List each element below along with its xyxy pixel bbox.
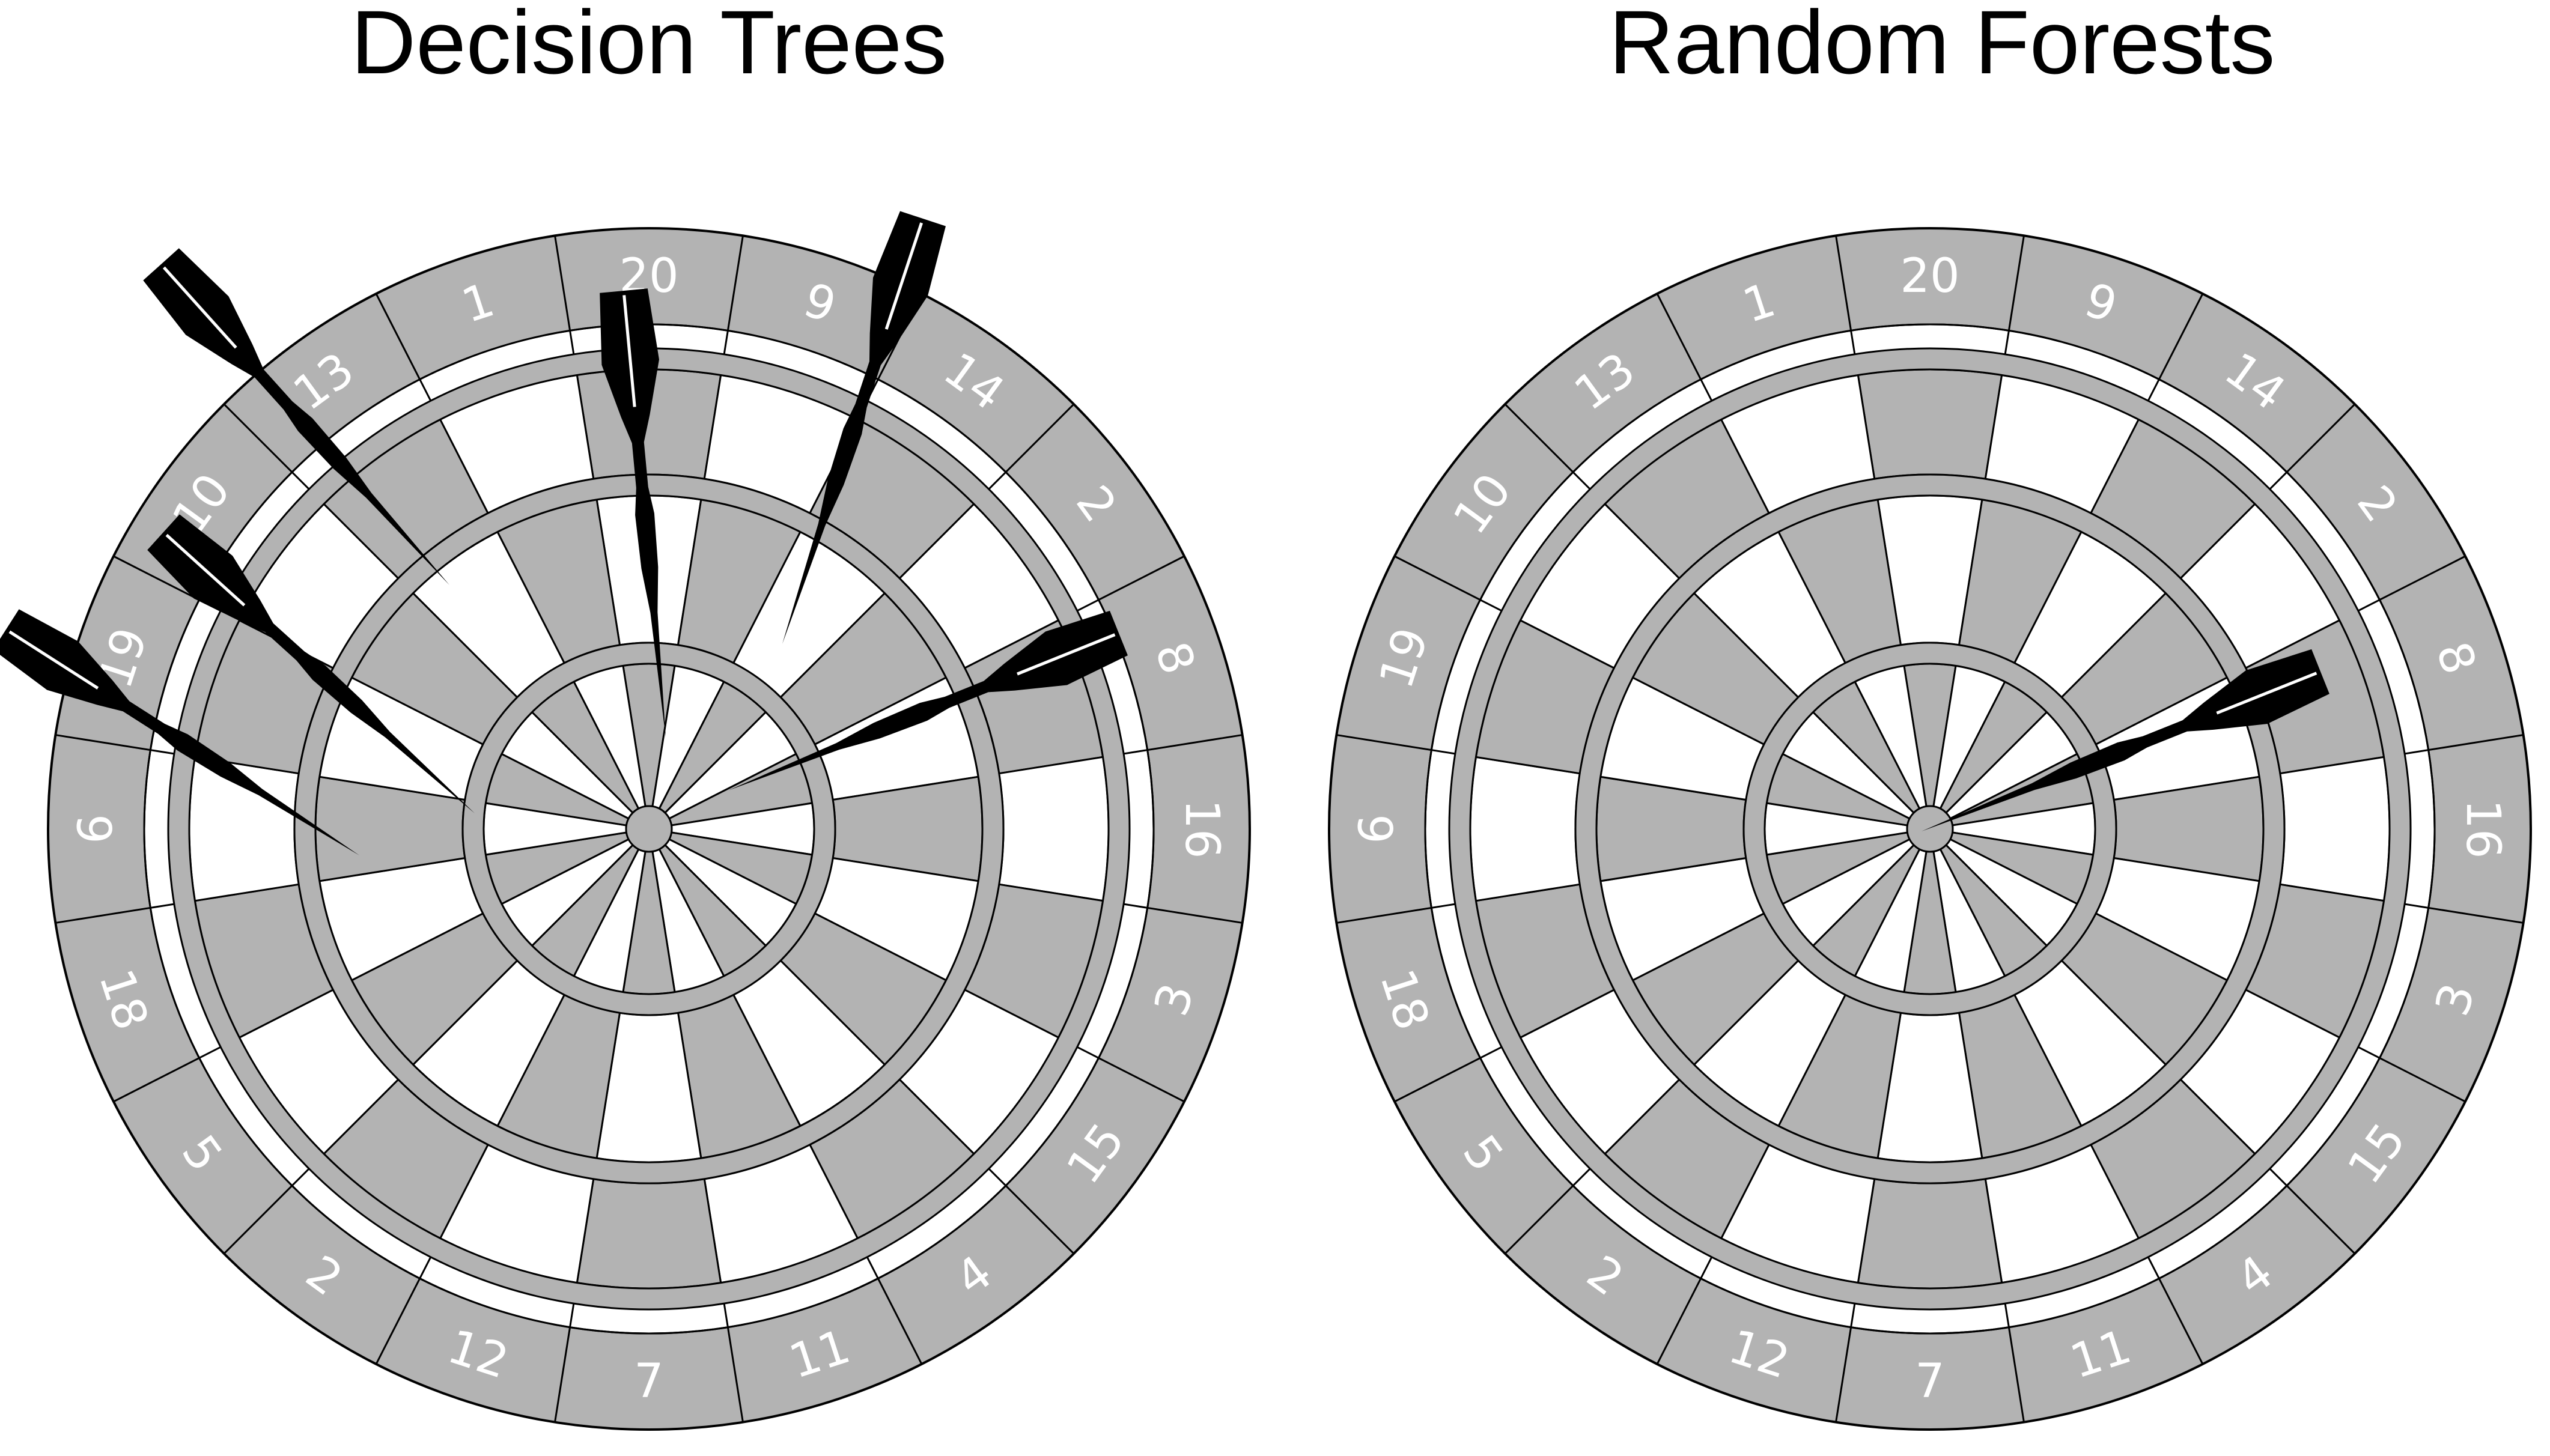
number-divider xyxy=(2147,293,2204,401)
number-divider xyxy=(1077,1046,1185,1103)
number-divider xyxy=(988,1168,1075,1255)
number-divider xyxy=(1656,1257,1713,1365)
dart-body xyxy=(1922,649,2329,831)
dart-body xyxy=(728,610,1128,790)
number-divider xyxy=(2358,555,2466,612)
dart-flight-line xyxy=(2216,672,2317,715)
number-divider xyxy=(1336,903,1456,924)
number-divider xyxy=(1123,734,1243,755)
dart-flight-line xyxy=(8,630,99,690)
number-divider xyxy=(2404,903,2524,924)
number-divider xyxy=(2004,1303,2025,1422)
dart-flight-line xyxy=(165,533,246,607)
number-divider xyxy=(1394,1046,1502,1103)
dart xyxy=(147,514,475,813)
outer-single-segment xyxy=(1857,368,2003,480)
ring-edge xyxy=(293,473,1005,1185)
dart xyxy=(600,288,666,738)
number-divider xyxy=(988,403,1075,490)
darts-random-forests xyxy=(1922,649,2329,831)
number-divider xyxy=(2269,403,2356,490)
ring-edge xyxy=(1763,663,2096,995)
ring-edge xyxy=(482,663,815,995)
outer-single-segment xyxy=(998,756,1110,902)
number-divider xyxy=(554,1303,575,1422)
outer-single-segment xyxy=(576,1178,722,1290)
dart-flight-line xyxy=(1017,633,1116,676)
number-divider xyxy=(2004,235,2025,355)
dart-body xyxy=(782,211,946,644)
outer-single-segment xyxy=(1857,1178,2003,1290)
dart-flight-line xyxy=(884,222,924,330)
number-divider xyxy=(1336,734,1456,755)
number-divider xyxy=(2404,734,2524,755)
bullseye xyxy=(1906,805,1954,853)
number-divider xyxy=(2269,1168,2356,1255)
outer-bull-ring xyxy=(463,643,835,1015)
dart xyxy=(728,610,1128,790)
number-divider xyxy=(554,235,575,355)
number-divider xyxy=(723,1303,744,1422)
dart xyxy=(0,609,359,855)
bullseye xyxy=(625,805,673,853)
number-divider xyxy=(1077,555,1185,612)
number-divider xyxy=(1656,293,1713,401)
outer-bull-ring xyxy=(1744,643,2116,1015)
number-divider xyxy=(1504,1168,1591,1255)
double-ring xyxy=(1449,348,2411,1309)
number-divider xyxy=(1835,235,1856,355)
number-divider xyxy=(375,293,432,401)
number-divider xyxy=(223,403,310,490)
number-divider xyxy=(723,235,744,355)
number-divider xyxy=(223,1168,310,1255)
dart-flight-line xyxy=(162,266,237,349)
outer-single-segment xyxy=(2279,756,2391,902)
ring-edge xyxy=(1574,473,2286,1185)
triple-ring xyxy=(1575,475,2284,1183)
dart-flight-line xyxy=(622,295,636,407)
number-divider xyxy=(1835,1303,1856,1422)
number-divider xyxy=(113,1046,221,1103)
dart xyxy=(143,248,449,585)
board-title-decision-trees: Decision Trees xyxy=(351,0,947,93)
number-divider xyxy=(1123,903,1243,924)
segment-number: 20 xyxy=(1900,249,1959,303)
ring-edge xyxy=(1424,323,2436,1335)
ring-edge xyxy=(461,642,836,1016)
ring-edge xyxy=(1595,494,2265,1163)
dart-body xyxy=(600,288,666,738)
ring-edge xyxy=(1742,642,2117,1016)
number-divider xyxy=(375,1257,432,1365)
segment-number: 7 xyxy=(634,1354,664,1409)
darts-decision-trees xyxy=(0,211,1128,855)
dart-body xyxy=(147,514,475,813)
dart xyxy=(782,211,946,644)
number-divider xyxy=(55,903,175,924)
board-title-random-forests: Random Forests xyxy=(1609,0,2275,93)
segment-number: 7 xyxy=(1915,1354,1945,1409)
number-divider xyxy=(2147,1257,2204,1365)
number-divider xyxy=(55,734,175,755)
segment-number: 6 xyxy=(1350,814,1404,844)
segment-number: 6 xyxy=(69,814,123,844)
segment-number: 16 xyxy=(1175,799,1229,858)
dart-body xyxy=(0,609,359,855)
ring-edge xyxy=(1448,347,2412,1311)
number-divider xyxy=(866,1257,923,1365)
triple-ring xyxy=(294,475,1003,1183)
outer-single-segment xyxy=(1469,756,1581,902)
number-divider xyxy=(2358,1046,2466,1103)
number-divider xyxy=(1504,403,1591,490)
ring-edge xyxy=(1469,368,2391,1290)
number-divider xyxy=(1394,555,1502,612)
dart xyxy=(1922,649,2329,831)
segment-number: 16 xyxy=(2456,799,2510,858)
dart-body xyxy=(143,248,449,585)
